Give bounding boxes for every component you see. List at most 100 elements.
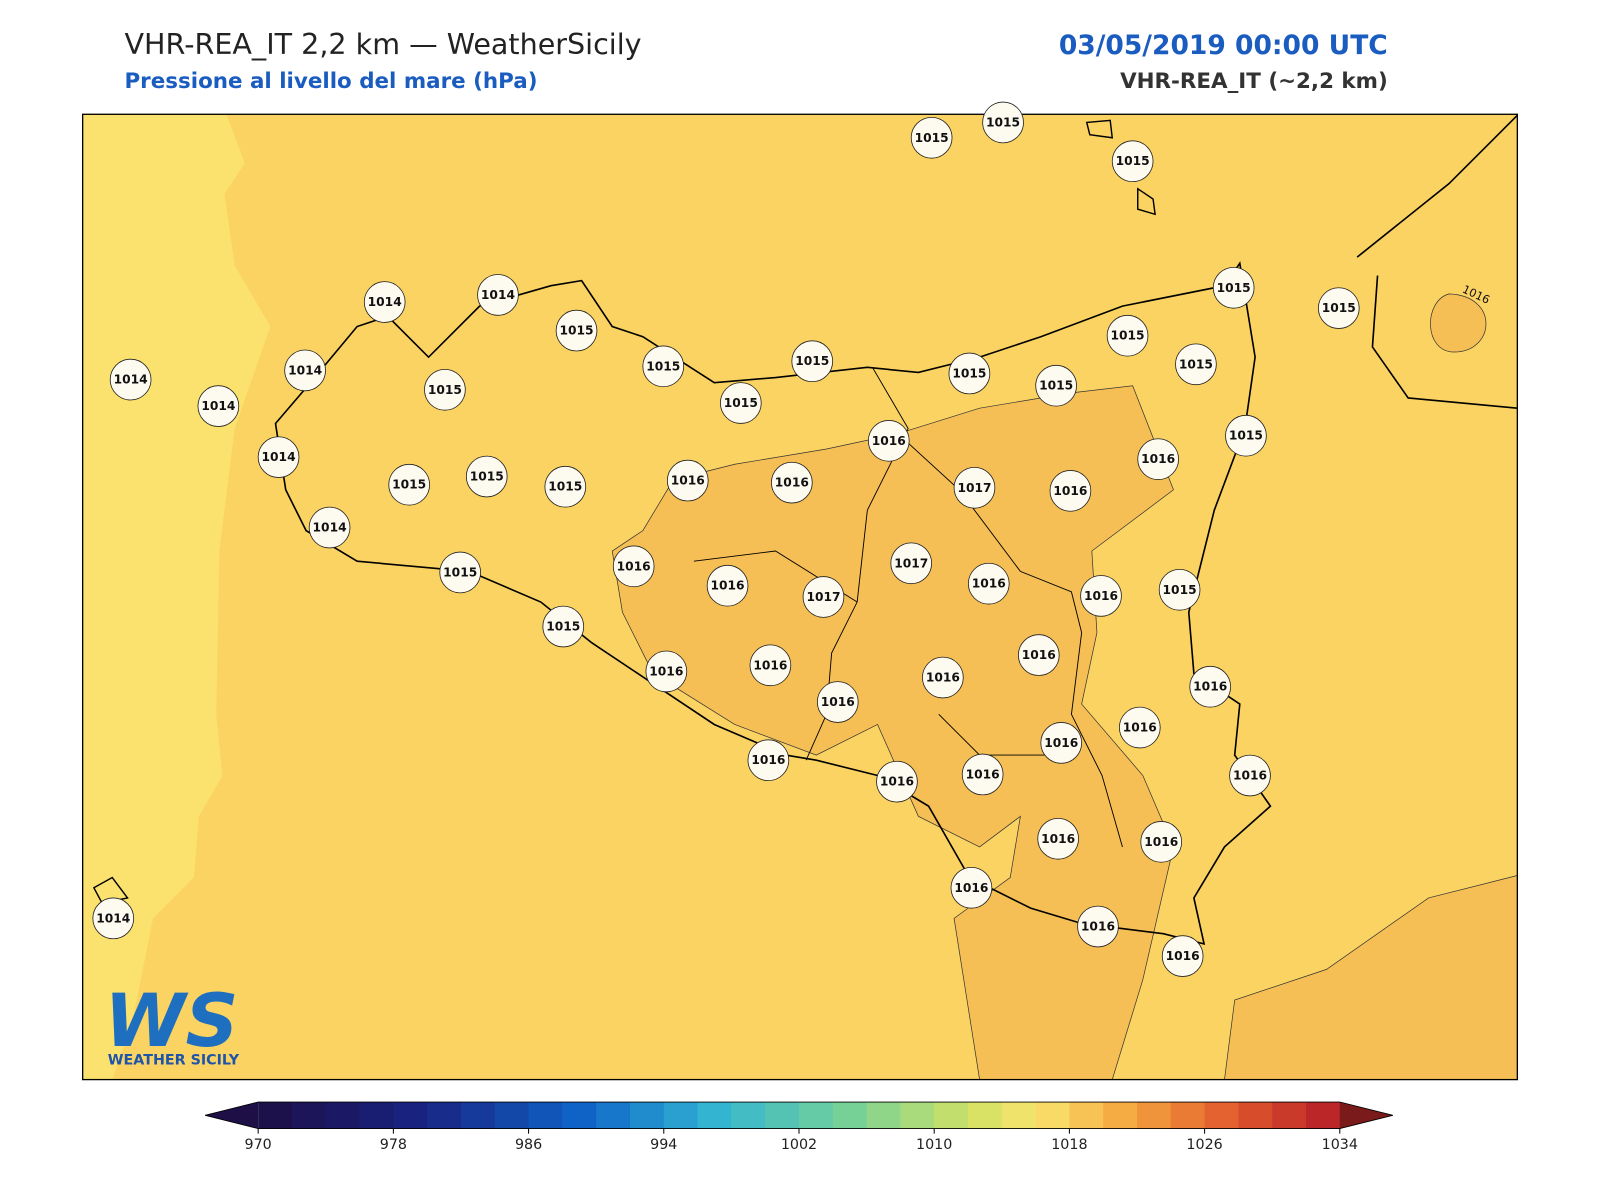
station-marker: [308, 506, 351, 549]
station-marker: [424, 368, 466, 411]
station-marker: [876, 760, 918, 803]
station-marker: [950, 866, 993, 909]
station-marker: [982, 101, 1024, 144]
colorbar-swatch: [1136, 1102, 1172, 1129]
station-marker: [109, 358, 152, 401]
station-marker: [544, 465, 587, 508]
colorbar-swatch: [798, 1102, 834, 1129]
station-value: 1014: [368, 295, 402, 309]
station-value: 1014: [262, 450, 296, 464]
station-value: 1016: [954, 881, 988, 895]
station-value: 1014: [481, 288, 515, 302]
station-value: 1015: [1217, 281, 1251, 295]
station-value: 1016: [1044, 736, 1078, 750]
station-marker: [1229, 754, 1271, 797]
station-marker: [1049, 470, 1092, 512]
station-value: 1014: [288, 363, 322, 377]
station-value: 1016: [711, 579, 745, 593]
colorbar-swatch: [1170, 1102, 1206, 1129]
colorbar-tick-label: 1018: [1051, 1137, 1087, 1153]
station-marker: [477, 274, 519, 316]
colorbar-swatch: [1305, 1102, 1341, 1129]
station-value: 1015: [392, 478, 426, 492]
colorbar-swatch: [291, 1102, 327, 1129]
station-value: 1016: [617, 559, 651, 573]
station-marker: [1317, 287, 1360, 329]
colorbar-swatch: [1035, 1102, 1070, 1129]
station-value: 1015: [428, 383, 462, 397]
colorbar-tick-label: 986: [515, 1137, 542, 1153]
colorbar-tick-label: 978: [380, 1137, 407, 1153]
station-value: 1016: [1193, 680, 1227, 694]
station-marker: [1137, 438, 1179, 480]
station-marker: [1017, 634, 1060, 676]
colorbar-tick-label: 994: [650, 1137, 677, 1153]
colorbar-tick-label: 1026: [1186, 1137, 1222, 1153]
station-value: 1015: [1111, 329, 1145, 343]
station-value: 1015: [986, 115, 1020, 129]
station-value: 1016: [872, 434, 906, 448]
station-value: 1014: [114, 373, 148, 387]
colorbar-swatch: [427, 1102, 462, 1129]
station-marker: [749, 644, 792, 687]
station-value: 1016: [972, 577, 1006, 591]
station-marker: [666, 459, 709, 502]
station-value: 1015: [443, 565, 477, 579]
station-marker: [555, 309, 598, 352]
station-marker: [802, 576, 845, 618]
colorbar-swatch: [629, 1102, 665, 1129]
colorbar-swatch: [900, 1102, 935, 1129]
colorbar-swatch: [697, 1102, 732, 1129]
logo: WS WEATHER SICILY: [104, 979, 239, 1068]
station-value: 1016: [1233, 769, 1267, 783]
subtitle: Pressione al livello del mare (hPa): [124, 69, 537, 94]
station-marker: [612, 545, 655, 588]
colorbar-swatch: [731, 1102, 766, 1129]
station-value: 1015: [1116, 154, 1150, 168]
colorbar-arrow: [205, 1102, 259, 1129]
station-marker: [645, 650, 688, 693]
station-value: 1016: [1041, 832, 1075, 846]
station-marker: [1037, 817, 1079, 860]
station-value: 1017: [894, 556, 928, 570]
station-value: 1016: [1166, 949, 1200, 963]
station-marker: [284, 349, 326, 392]
colorbar-tick-label: 1002: [781, 1137, 817, 1153]
station-marker: [720, 382, 762, 424]
station-marker: [1158, 568, 1201, 611]
station-value: 1015: [470, 470, 504, 484]
station-value: 1016: [751, 753, 785, 767]
station-marker: [439, 551, 482, 594]
station-marker: [1111, 140, 1154, 183]
station-value: 1015: [1179, 357, 1213, 371]
colorbar-swatch: [765, 1102, 800, 1129]
station-value: 1016: [1084, 589, 1118, 603]
station-value: 1016: [966, 767, 1000, 781]
station-marker: [388, 463, 430, 506]
station-marker: [953, 466, 996, 509]
station-value: 1015: [548, 480, 582, 494]
station-marker: [747, 739, 790, 782]
colorbar-tick-label: 1034: [1322, 1137, 1358, 1153]
colorbar-swatch: [393, 1102, 428, 1129]
station-value: 1015: [546, 620, 580, 634]
station-marker: [816, 681, 859, 723]
station-marker: [465, 455, 508, 498]
colorbar-swatch: [1238, 1102, 1273, 1129]
colorbar-swatch: [934, 1102, 969, 1129]
station-value: 1015: [1322, 301, 1356, 315]
station-value: 1016: [753, 658, 787, 672]
station-marker: [1077, 905, 1119, 948]
colorbar-swatch: [832, 1102, 868, 1129]
datetime: 03/05/2019 00:00 UTC: [1059, 30, 1388, 61]
station-value: 1016: [1053, 484, 1087, 498]
colorbar-swatch: [866, 1102, 901, 1129]
station-value: 1016: [1022, 648, 1056, 662]
station-marker: [967, 562, 1010, 605]
station-value: 1016: [1144, 835, 1178, 849]
station-value: 1015: [559, 324, 593, 338]
station-value: 1014: [313, 521, 347, 535]
colorbar-swatch: [596, 1102, 631, 1129]
logo-text: WEATHER SICILY: [108, 1052, 240, 1068]
